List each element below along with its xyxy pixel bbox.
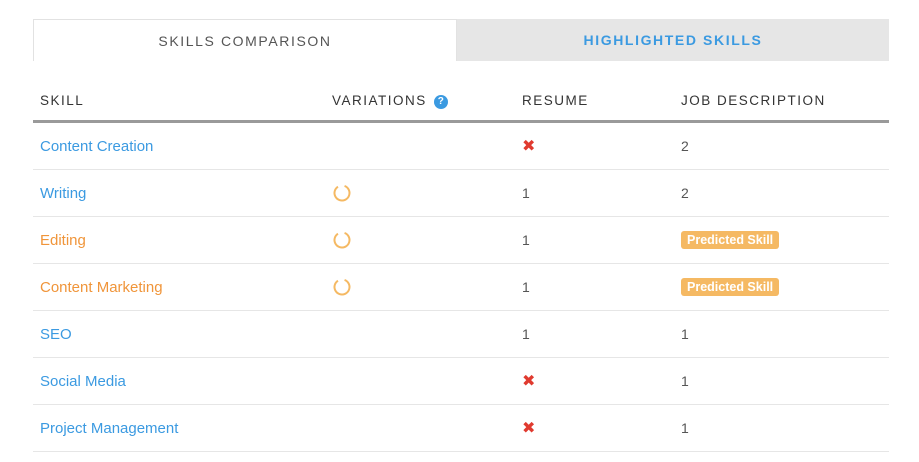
column-header-resume: RESUME xyxy=(522,93,589,108)
skill-name-link[interactable]: Writing xyxy=(40,184,87,202)
table-row: Content Creation ✖ 2 xyxy=(33,123,889,170)
column-header-skill: SKILL xyxy=(40,93,85,108)
table-header: SKILL VARIATIONS? RESUME JOB DESCRIPTION xyxy=(33,80,889,123)
resume-count: 1 xyxy=(522,232,530,248)
resume-count: 1 xyxy=(522,326,530,342)
resume-count: 1 xyxy=(522,279,530,295)
job-description-count: 1 xyxy=(681,373,689,389)
variation-ring-icon[interactable] xyxy=(332,277,352,297)
tab-highlighted-skills[interactable]: HIGHLIGHTED SKILLS xyxy=(457,19,889,61)
resume-cell: ✖ xyxy=(522,405,535,451)
resume-cell: ✖ xyxy=(522,123,535,169)
variations-cell xyxy=(332,264,352,310)
job-description-cell: Predicted Skill xyxy=(681,217,780,263)
table-row: Project Management ✖ 1 xyxy=(33,405,889,452)
table-row: Content Marketing 1 Predicted Skill xyxy=(33,264,889,311)
job-description-cell: Predicted Skill xyxy=(681,264,780,310)
resume-cell: ✖ xyxy=(522,358,535,404)
variations-label: VARIATIONS xyxy=(332,93,427,108)
variations-cell xyxy=(332,170,352,216)
missing-x-icon: ✖ xyxy=(522,138,536,155)
table-row: SEO 1 1 xyxy=(33,311,889,358)
predicted-skill-badge: Predicted Skill xyxy=(681,231,780,249)
job-description-count: 2 xyxy=(681,185,689,201)
variation-ring-icon[interactable] xyxy=(332,183,352,203)
skill-name-link[interactable]: Content Creation xyxy=(40,137,154,155)
skill-name-link[interactable]: Editing xyxy=(40,231,86,249)
resume-count: 1 xyxy=(522,185,530,201)
column-header-variations: VARIATIONS? xyxy=(332,93,448,109)
skill-name-link[interactable]: Social Media xyxy=(40,372,126,390)
column-header-job-description: JOB DESCRIPTION xyxy=(681,93,826,108)
predicted-skill-badge: Predicted Skill xyxy=(681,278,780,296)
help-icon[interactable]: ? xyxy=(433,95,448,109)
variation-ring-icon[interactable] xyxy=(332,230,352,250)
job-description-count: 2 xyxy=(681,138,689,154)
table-row: Social Media ✖ 1 xyxy=(33,358,889,405)
skill-name-link[interactable]: SEO xyxy=(40,325,72,343)
variations-cell xyxy=(332,217,352,263)
tab-bar: SKILLS COMPARISON HIGHLIGHTED SKILLS xyxy=(33,19,889,61)
table-body: Content Creation ✖ 2 Writing 1 2 Editing 1 Predi… xyxy=(33,123,889,452)
skills-table: SKILL VARIATIONS? RESUME JOB DESCRIPTION… xyxy=(33,80,889,452)
tab-skills-comparison[interactable]: SKILLS COMPARISON xyxy=(33,19,457,61)
missing-x-icon: ✖ xyxy=(522,373,536,390)
missing-x-icon: ✖ xyxy=(522,420,536,437)
table-row: Editing 1 Predicted Skill xyxy=(33,217,889,264)
skill-name-link[interactable]: Project Management xyxy=(40,419,179,437)
job-description-count: 1 xyxy=(681,326,689,342)
table-row: Writing 1 2 xyxy=(33,170,889,217)
skill-name-link[interactable]: Content Marketing xyxy=(40,278,163,296)
job-description-count: 1 xyxy=(681,420,689,436)
